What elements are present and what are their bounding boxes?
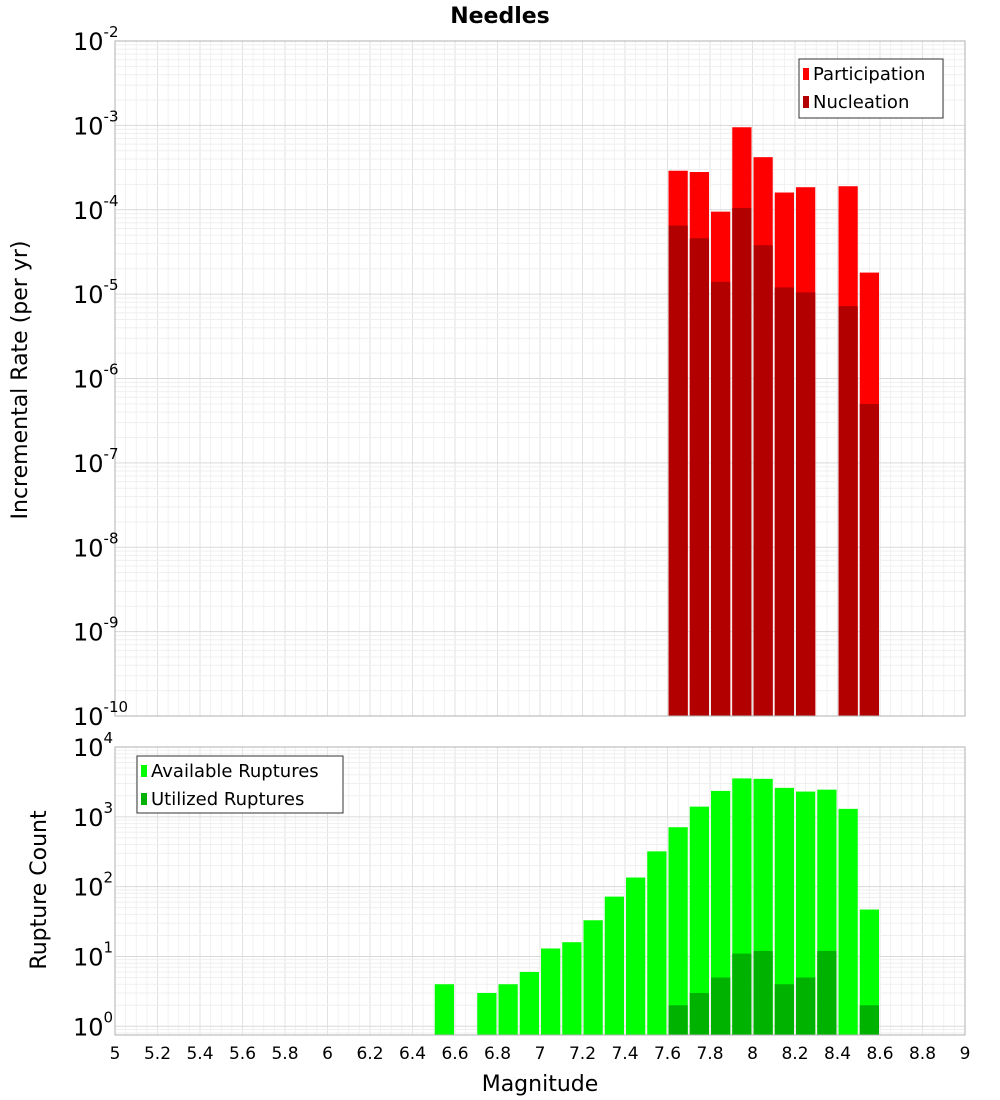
nucleation-bar <box>774 287 794 716</box>
available-ruptures-bar <box>562 942 582 1035</box>
y-tick-label: 102 <box>73 869 113 902</box>
top-y-axis-title: Incremental Rate (per yr) <box>8 241 33 520</box>
y-tick-labels: 104 103 102 101 100 <box>73 729 113 1041</box>
nucleation-bar <box>796 292 816 716</box>
x-tick-label: 6.6 <box>441 1044 468 1064</box>
x-tick-label: 6 <box>322 1044 333 1064</box>
bottom-y-axis-title: Rupture Count <box>27 810 52 970</box>
nucleation-bar <box>668 225 688 716</box>
available-ruptures-bar <box>477 992 497 1035</box>
available-ruptures-bar <box>519 971 539 1035</box>
x-tick-label: 6.8 <box>484 1044 511 1064</box>
nucleation-bar <box>859 403 879 716</box>
legend-label: Utilized Ruptures <box>151 789 304 810</box>
x-tick-label: 7.6 <box>654 1044 681 1064</box>
x-tick-label: 5.6 <box>229 1044 256 1064</box>
rate-plot-panel: 10-2 10-3 10-4 10-5 10-6 10-7 10-8 10-9 10-10 Par… <box>73 23 966 731</box>
utilized-ruptures-bar <box>753 950 773 1035</box>
x-tick-label: 5.4 <box>186 1044 213 1064</box>
y-tick-label: 10-3 <box>73 107 119 140</box>
rupture-count-plot-panel: 104 103 102 101 100 5 5.2 5.4 5.6 5.8 6 6.2 6.4 6.6 6.… <box>73 729 970 1064</box>
x-tick-label: 7 <box>535 1044 546 1064</box>
plot-frame <box>114 746 966 1036</box>
legend-swatch <box>141 765 147 777</box>
y-tick-label: 10-4 <box>73 192 119 225</box>
y-tick-label: 10-7 <box>73 445 119 478</box>
available-ruptures-bar <box>774 787 794 1035</box>
nucleation-bar <box>689 238 709 716</box>
x-tick-label: 9 <box>960 1044 971 1064</box>
legend-box <box>798 58 944 119</box>
available-ruptures-bar <box>647 851 667 1035</box>
x-tick-label: 8.4 <box>824 1044 851 1064</box>
y-tick-label: 10-5 <box>73 276 119 309</box>
available-ruptures-bar <box>859 909 879 1035</box>
y-tick-label: 10-2 <box>73 23 119 56</box>
available-ruptures-bar <box>838 808 858 1035</box>
available-ruptures-bar <box>604 896 624 1035</box>
utilized-ruptures-bar <box>817 950 837 1035</box>
x-tick-label: 8.2 <box>781 1044 808 1064</box>
utilized-ruptures-bar <box>689 992 709 1035</box>
available-ruptures-bar <box>498 984 518 1035</box>
y-tick-label: 10-10 <box>73 698 128 731</box>
legend-label: Available Ruptures <box>151 761 319 782</box>
y-tick-label: 103 <box>73 799 113 832</box>
x-tick-label: 5.8 <box>271 1044 298 1064</box>
y-tick-label: 10-9 <box>73 614 119 647</box>
utilized-ruptures-bar <box>668 1005 688 1035</box>
plot-frame <box>114 40 966 717</box>
nucleation-bar <box>838 306 858 716</box>
available-ruptures-bar <box>689 806 709 1035</box>
x-axis-title: Magnitude <box>482 1072 599 1097</box>
legend: Participation Nucleation <box>798 58 944 119</box>
chart-title: Needles <box>450 4 550 29</box>
legend-swatch <box>803 68 809 80</box>
y-tick-label: 101 <box>73 938 113 971</box>
x-tick-label: 5.2 <box>144 1044 171 1064</box>
available-ruptures-bar <box>626 877 646 1035</box>
x-tick-label: 8.6 <box>866 1044 893 1064</box>
x-tick-labels: 5 5.2 5.4 5.6 5.8 6 6.2 6.4 6.6 6.8 7 7.2 7.4 7.6 7.8 8… <box>110 1044 971 1064</box>
grid-lines <box>114 40 966 717</box>
y-tick-label: 100 <box>73 1008 113 1041</box>
y-tick-label: 104 <box>73 729 113 762</box>
y-tick-label: 10-6 <box>73 361 119 394</box>
legend: Available Ruptures Utilized Ruptures <box>136 755 344 814</box>
x-tick-label: 7.4 <box>611 1044 638 1064</box>
utilized-ruptures-bar <box>711 977 731 1035</box>
legend-label: Nucleation <box>813 92 909 113</box>
bars <box>668 127 879 717</box>
x-tick-label: 6.2 <box>356 1044 383 1064</box>
legend-label: Participation <box>813 64 925 85</box>
y-tick-label: 10-8 <box>73 529 119 562</box>
available-ruptures-bar <box>711 790 731 1035</box>
legend-box <box>136 755 344 814</box>
x-tick-label: 6.4 <box>399 1044 426 1064</box>
utilized-ruptures-bar <box>732 953 752 1035</box>
utilized-ruptures-bar <box>774 984 794 1035</box>
available-ruptures-bar <box>583 920 603 1035</box>
legend-swatch <box>803 96 809 108</box>
utilized-ruptures-bar <box>796 977 816 1035</box>
available-ruptures-bar <box>541 948 561 1035</box>
legend-swatch <box>141 793 147 805</box>
x-tick-label: 5 <box>110 1044 121 1064</box>
bars <box>434 778 879 1035</box>
y-tick-labels: 10-2 10-3 10-4 10-5 10-6 10-7 10-8 10-9 10-10 <box>73 23 128 731</box>
nucleation-bar <box>711 281 731 716</box>
nucleation-bar <box>732 207 752 716</box>
x-tick-label: 8 <box>747 1044 758 1064</box>
available-ruptures-bar <box>796 791 816 1035</box>
x-tick-label: 8.8 <box>909 1044 936 1064</box>
utilized-ruptures-bar <box>859 1005 879 1035</box>
x-tick-label: 7.2 <box>569 1044 596 1064</box>
available-ruptures-bar <box>434 984 454 1035</box>
nucleation-bar <box>753 245 773 717</box>
available-ruptures-bar <box>668 827 688 1035</box>
x-tick-label: 7.8 <box>696 1044 723 1064</box>
